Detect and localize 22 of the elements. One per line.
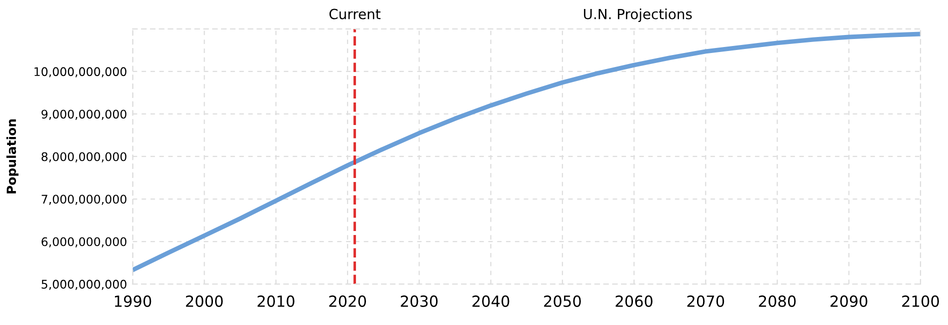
y-tick-label: 9,000,000,000 bbox=[42, 110, 126, 120]
x-tick-label: 2100 bbox=[902, 295, 939, 307]
x-tick-label: 1990 bbox=[114, 295, 152, 307]
x-tick-label: 2020 bbox=[329, 295, 366, 307]
x-tick-label: 2080 bbox=[758, 295, 796, 307]
x-tick-label: 2010 bbox=[258, 295, 294, 307]
x-tick-label: 2040 bbox=[472, 295, 510, 307]
y-tick-label: 5,000,000,000 bbox=[42, 280, 126, 290]
ref-line-label: Current bbox=[329, 8, 380, 20]
y-tick-label: 8,000,000,000 bbox=[42, 152, 126, 162]
x-tick-label: 2090 bbox=[830, 295, 868, 307]
x-tick-label: 2060 bbox=[616, 295, 652, 307]
x-tick-label: 2050 bbox=[544, 295, 581, 307]
line-series bbox=[132, 32, 921, 272]
y-axis-title: Population bbox=[6, 119, 18, 194]
x-tick-label: 2030 bbox=[400, 295, 438, 307]
text: U.N. Projections bbox=[584, 8, 692, 22]
y-tick-label: 10,000,000,000 bbox=[34, 67, 126, 78]
x-tick-label: 2000 bbox=[186, 295, 223, 307]
y-tick-label: 6,000,000,000 bbox=[42, 237, 126, 248]
x-tick-label: 2070 bbox=[687, 295, 724, 307]
y-tick-label: 7,000,000,000 bbox=[42, 194, 126, 205]
